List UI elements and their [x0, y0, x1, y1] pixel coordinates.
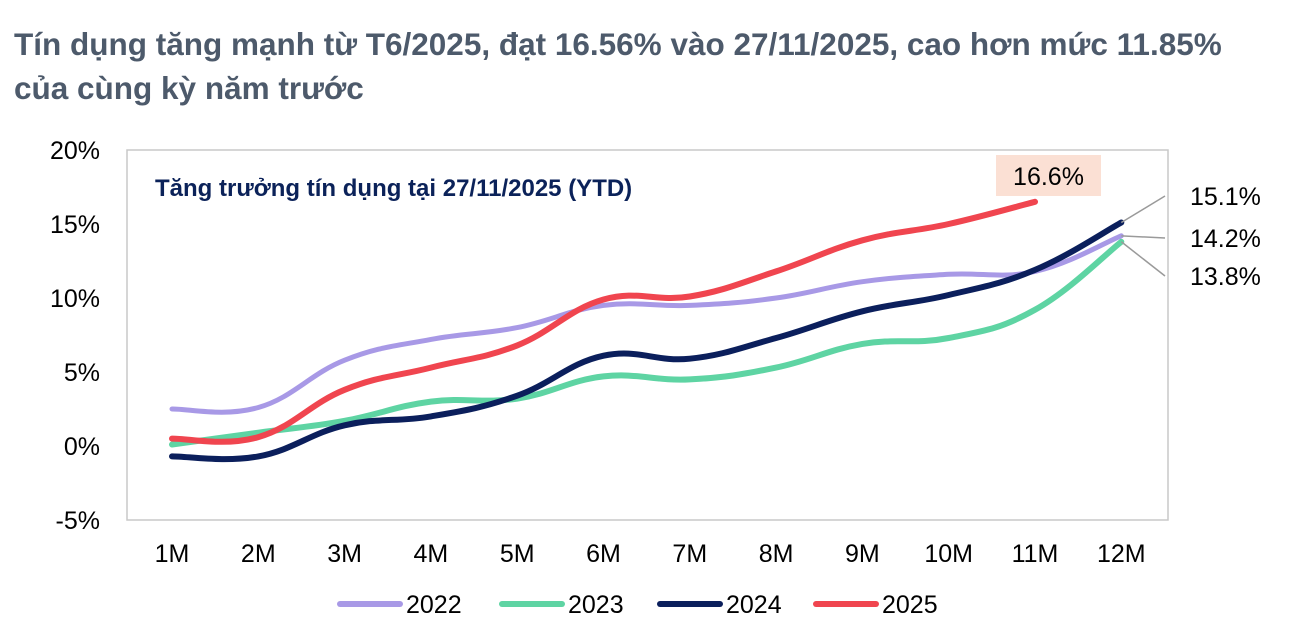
legend-label-2024: 2024	[726, 591, 782, 619]
y-tick-label: -5%	[56, 507, 100, 535]
leader-line-2023	[1120, 241, 1166, 277]
callout-box-2025	[996, 155, 1101, 196]
x-tick-label: 1M	[155, 540, 190, 568]
plot-frame	[126, 149, 1169, 521]
end-label-2023: 13.8%	[1190, 263, 1261, 291]
leader-line-2022	[1121, 235, 1166, 239]
y-tick-label: 5%	[64, 359, 100, 387]
x-axis: 1M 2M 3M 4M 5M 6M 7M 8M 9M 10M 11M 12M	[155, 540, 1146, 568]
leader-line-2024	[1120, 195, 1166, 224]
end-label-2022: 14.2%	[1190, 225, 1261, 253]
y-tick-label: 10%	[50, 285, 100, 313]
y-axis: 20% 15% 10% 5% 0% -5%	[50, 137, 100, 535]
x-tick-label: 12M	[1097, 540, 1146, 568]
legend-label-2023: 2023	[568, 591, 624, 619]
annotations-group: 16.6% 15.1% 14.2% 13.8%	[996, 155, 1261, 291]
y-tick-label: 0%	[64, 433, 100, 461]
x-tick-label: 5M	[500, 540, 535, 568]
series-line-2022	[169, 233, 1124, 415]
x-tick-label: 7M	[672, 540, 707, 568]
x-tick-label: 9M	[845, 540, 880, 568]
x-tick-label: 3M	[327, 540, 362, 568]
series-line-2024	[169, 219, 1125, 463]
x-tick-label: 11M	[1012, 540, 1059, 568]
y-tick-label: 20%	[50, 137, 100, 165]
chart-headline: Tín dụng tăng mạnh từ T6/2025, đạt 16.56…	[14, 26, 1222, 106]
legend-label-2022: 2022	[406, 591, 462, 619]
chart-inner-title: Tăng trưởng tín dụng tại 27/11/2025 (YTD…	[155, 175, 632, 202]
x-tick-label: 6M	[586, 540, 621, 568]
x-tick-label: 4M	[414, 540, 449, 568]
x-tick-label: 8M	[759, 540, 794, 568]
x-tick-label: 2M	[241, 540, 276, 568]
series-line-2023	[169, 238, 1125, 448]
series-line-2025	[169, 198, 1038, 445]
legend-label-2025: 2025	[882, 591, 938, 619]
legend: 2022 2023 2024 2025	[337, 591, 938, 619]
x-tick-label: 10M	[924, 540, 973, 568]
series-group	[169, 198, 1125, 463]
callout-label-2025: 16.6%	[1013, 163, 1084, 191]
y-tick-label: 15%	[50, 211, 100, 239]
end-label-2024: 15.1%	[1190, 183, 1261, 211]
